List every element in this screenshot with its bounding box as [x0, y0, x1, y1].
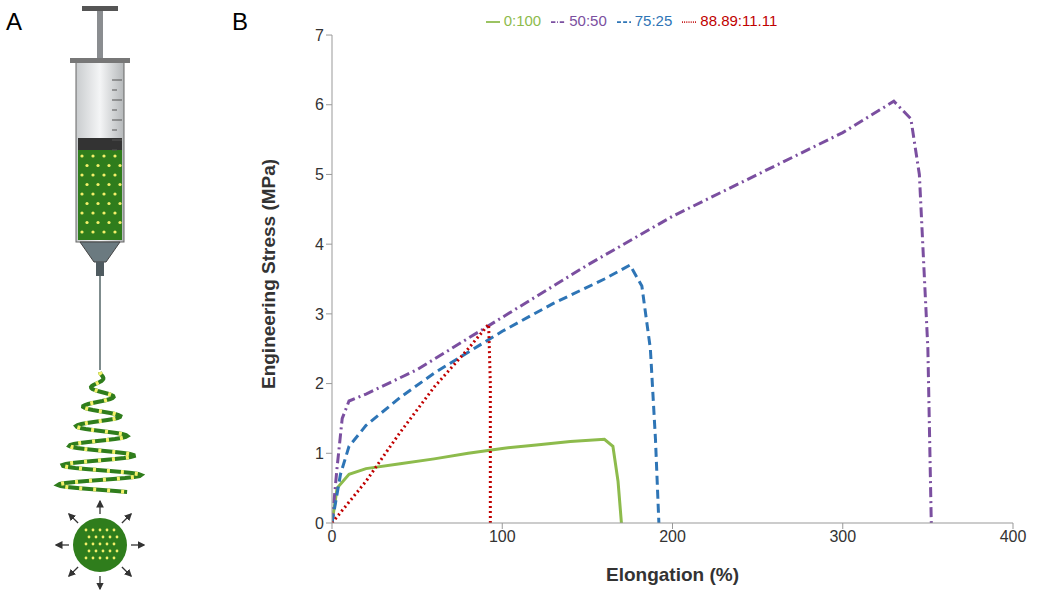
html-text:88.89:11.11: 88.89:11.11: [700, 12, 778, 29]
svg-text:0: 0: [315, 515, 324, 532]
svg-text:3: 3: [315, 306, 324, 323]
html-text:A: A: [6, 8, 22, 35]
html-text:B: B: [232, 8, 248, 35]
svg-text:Elongation (%): Elongation (%): [606, 564, 739, 585]
svg-text:400: 400: [1000, 528, 1027, 545]
html-text:50:50: 50:50: [569, 12, 607, 29]
svg-text:4: 4: [315, 236, 324, 253]
svg-text:Engineering Stress (MPa): Engineering Stress (MPa): [258, 159, 279, 389]
html-text:0:100: 0:100: [503, 12, 542, 29]
svg-text:0: 0: [328, 528, 337, 545]
svg-text:2: 2: [315, 375, 324, 392]
svg-text:6: 6: [315, 96, 324, 113]
svg-text:1: 1: [315, 445, 324, 462]
svg-text:100: 100: [489, 528, 516, 545]
svg-text:300: 300: [829, 528, 856, 545]
svg-text:7: 7: [315, 27, 324, 44]
html-text:75:25: 75:25: [634, 12, 673, 29]
svg-text:5: 5: [315, 166, 324, 183]
svg-text:200: 200: [659, 528, 686, 545]
